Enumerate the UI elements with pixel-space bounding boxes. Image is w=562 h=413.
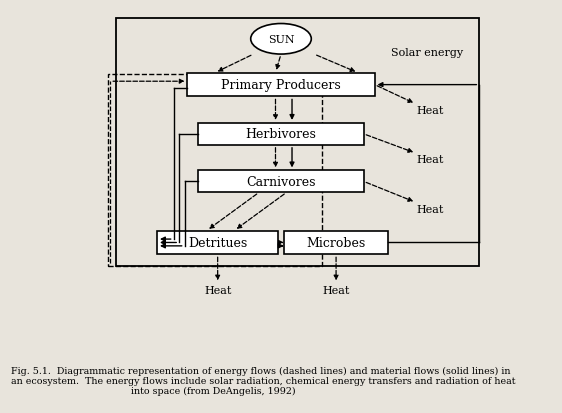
Bar	[198, 123, 364, 145]
Text: Fig. 5.1.  Diagrammatic representation of energy flows (dashed lines) and materi: Fig. 5.1. Diagrammatic representation of…	[11, 366, 516, 396]
Text: Heat: Heat	[416, 155, 443, 165]
Text: Primary Producers: Primary Producers	[221, 79, 341, 92]
Bar	[157, 231, 278, 255]
Text: Solar energy: Solar energy	[391, 48, 463, 58]
Ellipse shape	[251, 24, 311, 55]
Bar	[284, 231, 388, 255]
Text: Microbes: Microbes	[306, 236, 366, 249]
Bar	[198, 171, 364, 193]
Bar	[187, 74, 375, 97]
Text: Herbivores: Herbivores	[246, 128, 316, 141]
Text: Detritues: Detritues	[188, 236, 247, 249]
Text: SUN: SUN	[268, 35, 294, 45]
Text: Carnivores: Carnivores	[246, 176, 316, 188]
Text: Heat: Heat	[204, 285, 232, 295]
Bar	[116, 19, 479, 267]
Text: Heat: Heat	[323, 285, 350, 295]
Text: Heat: Heat	[416, 204, 443, 214]
Bar	[107, 75, 322, 267]
Text: Heat: Heat	[416, 106, 443, 116]
